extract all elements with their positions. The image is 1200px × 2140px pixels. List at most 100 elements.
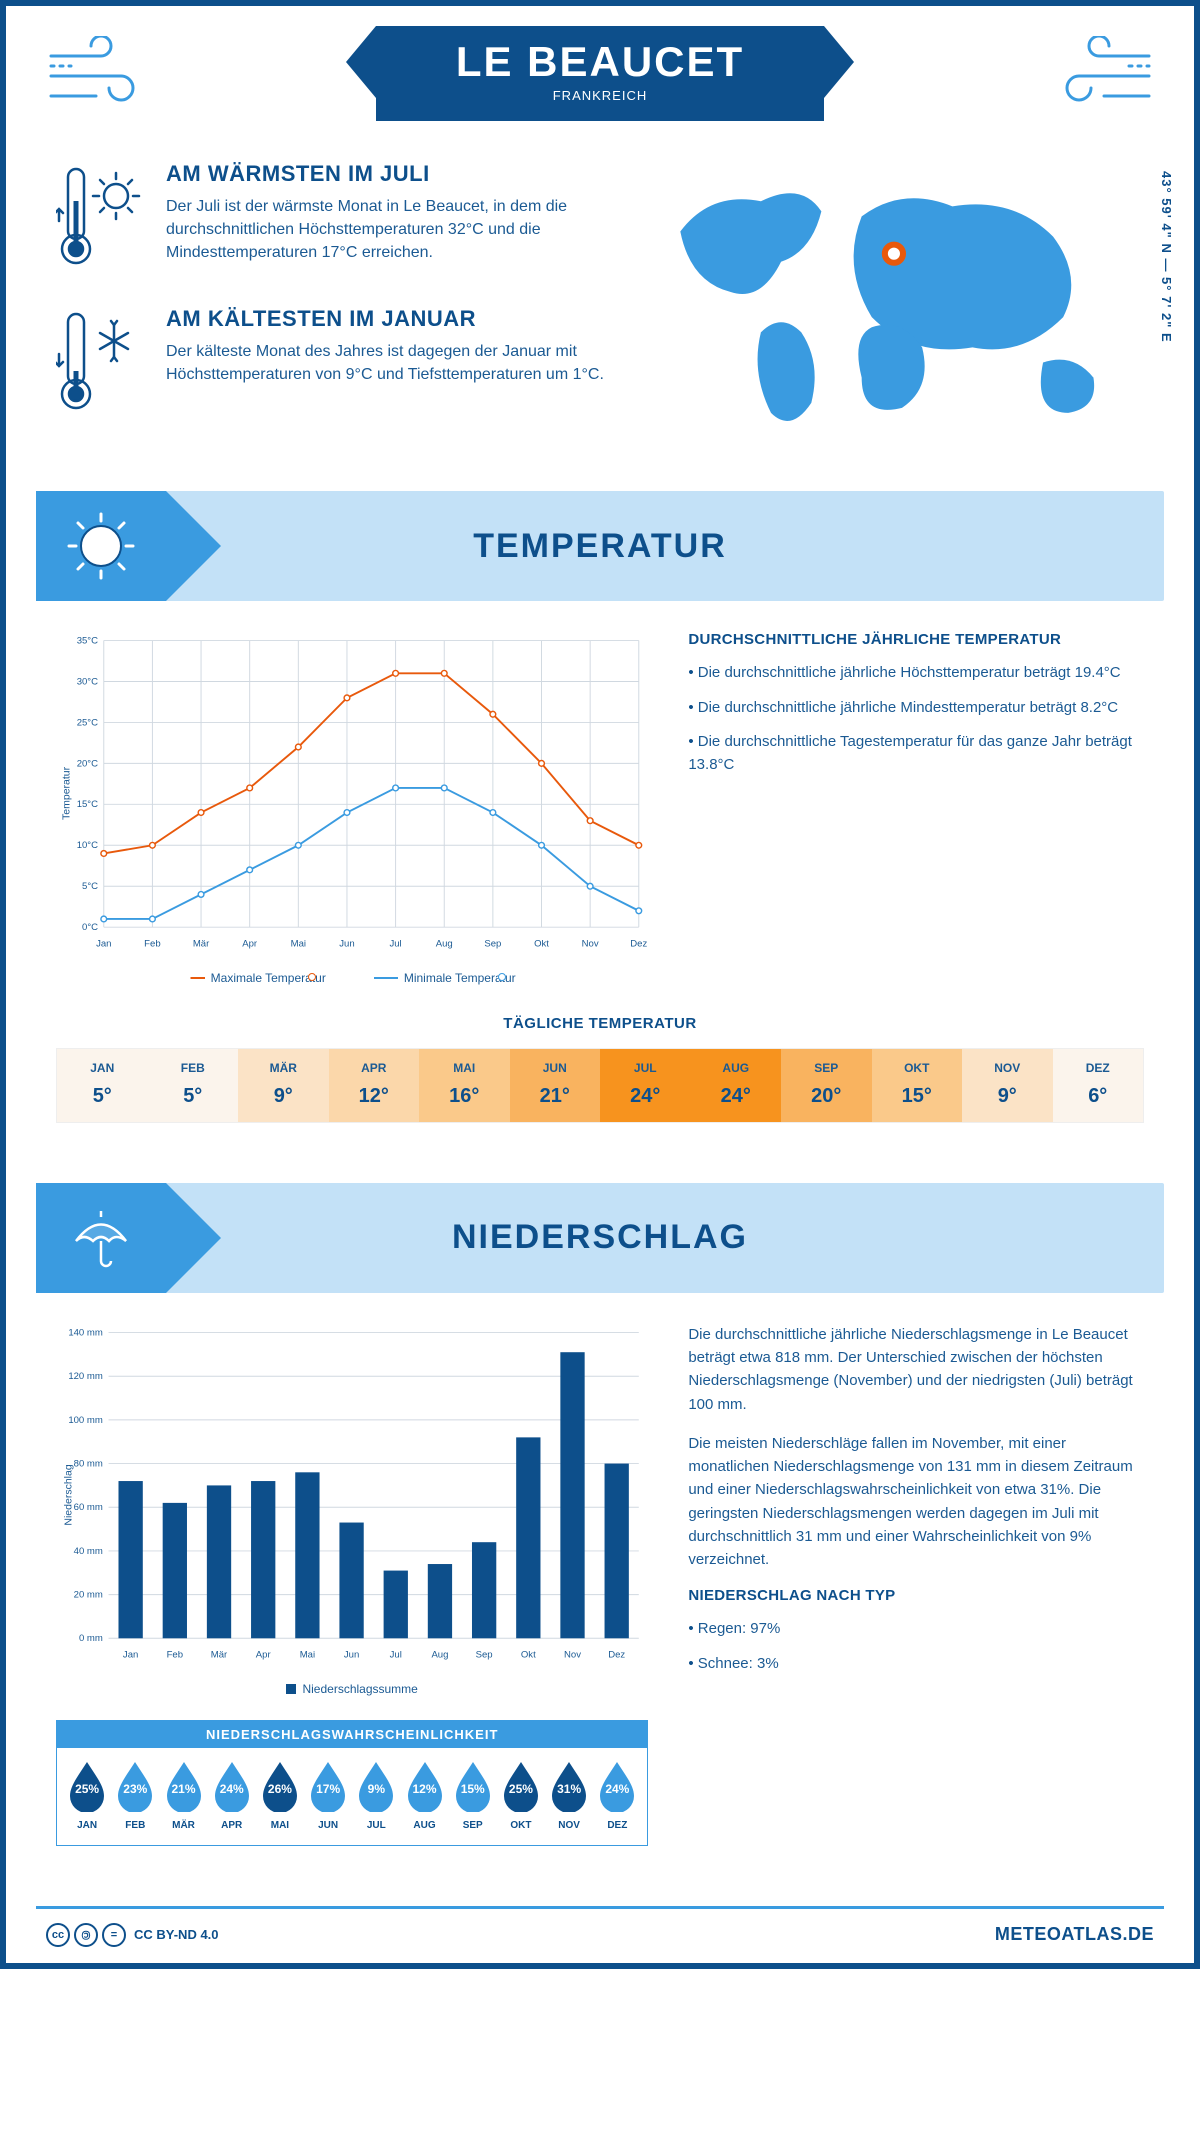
thermometer-snow-icon [56,306,146,421]
svg-text:40 mm: 40 mm [74,1546,103,1557]
prob-cell: 25%OKT [497,1760,545,1831]
svg-text:Jun: Jun [339,938,354,949]
temp-cell: MÄR9° [238,1049,329,1122]
temp-cell: JUN21° [510,1049,601,1122]
warm-fact: AM WÄRMSTEN IM JULI Der Juli ist der wär… [56,161,610,276]
prob-cell: 31%NOV [545,1760,593,1831]
prob-cell: 25%JAN [63,1760,111,1831]
probability-box: NIEDERSCHLAGSWAHRSCHEINLICHKEIT 25%JAN23… [56,1720,648,1846]
probability-heading: NIEDERSCHLAGSWAHRSCHEINLICHKEIT [57,1721,647,1748]
footer: cc🄯= CC BY-ND 4.0 METEOATLAS.DE [36,1906,1164,1963]
legend-min: Minimale Temperatur [374,971,524,985]
svg-text:Okt: Okt [521,1649,536,1660]
type-bullet: Schnee: 3% [688,1653,1144,1676]
title-band: LE BEAUCET FRANKREICH [376,26,824,121]
header: LE BEAUCET FRANKREICH [6,6,1194,121]
svg-text:20 mm: 20 mm [74,1589,103,1600]
precip-text-1: Die durchschnittliche jährliche Niedersc… [688,1323,1144,1416]
prob-cell: 15%SEP [449,1760,497,1831]
precip-bar-chart: 0 mm20 mm40 mm60 mm80 mm100 mm120 mm140 … [56,1323,648,1667]
svg-text:Jul: Jul [389,938,401,949]
temp-cell: SEP20° [781,1049,872,1122]
svg-text:Nov: Nov [582,938,599,949]
wind-icon [1044,36,1154,121]
svg-text:20°C: 20°C [77,758,98,769]
svg-text:Apr: Apr [242,938,258,949]
prob-cell: 23%FEB [111,1760,159,1831]
umbrella-icon [36,1183,166,1293]
svg-text:120 mm: 120 mm [68,1371,103,1382]
thermometer-sun-icon [56,161,146,276]
cold-text: Der kälteste Monat des Jahres ist dagege… [166,340,610,386]
temp-cell: APR12° [329,1049,420,1122]
svg-text:Apr: Apr [256,1649,272,1660]
svg-text:5°C: 5°C [82,881,98,892]
bar-chart-legend: Niederschlagssumme [56,1682,648,1696]
svg-text:140 mm: 140 mm [68,1327,103,1338]
page-subtitle: FRANKREICH [456,88,744,103]
svg-text:Jun: Jun [344,1649,359,1660]
warm-heading: AM WÄRMSTEN IM JULI [166,161,610,187]
temp-cell: FEB5° [148,1049,239,1122]
precip-type-bullets: Regen: 97%Schnee: 3% [688,1618,1144,1675]
site-name: METEOATLAS.DE [995,1924,1154,1945]
prob-cell: 26%MAI [256,1760,304,1831]
svg-text:10°C: 10°C [77,840,98,851]
svg-text:Mai: Mai [300,1649,315,1660]
precip-section-title: NIEDERSCHLAG [452,1218,748,1257]
prob-cell: 24%DEZ [593,1760,641,1831]
svg-text:Feb: Feb [167,1649,183,1660]
summary-section: AM WÄRMSTEN IM JULI Der Juli ist der wär… [6,121,1194,471]
svg-text:Dez: Dez [608,1649,625,1660]
daily-temp-table: JAN5°FEB5°MÄR9°APR12°MAI16°JUN21°JUL24°A… [56,1048,1144,1123]
prob-cell: 24%APR [208,1760,256,1831]
temp-bullets: Die durchschnittliche jährliche Höchstte… [688,662,1144,776]
svg-text:0 mm: 0 mm [79,1633,103,1644]
temp-bullet: Die durchschnittliche jährliche Höchstte… [688,662,1144,685]
temp-bullet: Die durchschnittliche jährliche Mindestt… [688,697,1144,720]
cc-icons: cc🄯= [46,1923,126,1947]
cold-fact: AM KÄLTESTEN IM JANUAR Der kälteste Mona… [56,306,610,421]
temp-cell: NOV9° [962,1049,1053,1122]
svg-text:30°C: 30°C [77,676,98,687]
svg-text:25°C: 25°C [77,717,98,728]
warm-text: Der Juli ist der wärmste Monat in Le Bea… [166,195,610,265]
prob-cell: 12%AUG [400,1760,448,1831]
svg-text:Niederschlag: Niederschlag [62,1464,74,1525]
svg-text:35°C: 35°C [77,635,98,646]
sun-icon [36,491,166,601]
svg-text:Aug: Aug [431,1649,448,1660]
svg-text:Jan: Jan [123,1649,138,1660]
cold-heading: AM KÄLTESTEN IM JANUAR [166,306,610,332]
svg-text:Okt: Okt [534,938,549,949]
temp-cell: OKT15° [872,1049,963,1122]
svg-text:Sep: Sep [484,938,501,949]
svg-text:Mär: Mär [211,1649,228,1660]
svg-text:Mär: Mär [193,938,210,949]
svg-text:60 mm: 60 mm [74,1502,103,1513]
svg-text:Nov: Nov [564,1649,581,1660]
precip-banner: NIEDERSCHLAG [36,1183,1164,1293]
prob-cell: 21%MÄR [159,1760,207,1831]
world-map [640,161,1144,448]
temp-cell: JUL24° [600,1049,691,1122]
temperature-line-chart: 0°C5°C10°C15°C20°C25°C30°C35°CJanFebMärA… [56,631,648,956]
wind-icon [46,36,156,121]
temp-cell: DEZ6° [1053,1049,1144,1122]
license: cc🄯= CC BY-ND 4.0 [46,1923,219,1947]
temp-cell: AUG24° [691,1049,782,1122]
temp-section-title: TEMPERATUR [473,527,727,566]
legend-bar: Niederschlagssumme [286,1682,417,1696]
infographic: LE BEAUCET FRANKREICH AM WÄRMSTEN IM JUL… [0,0,1200,1969]
temp-info-heading: DURCHSCHNITTLICHE JÄHRLICHE TEMPERATUR [688,631,1144,648]
svg-text:Dez: Dez [630,938,647,949]
svg-text:80 mm: 80 mm [74,1458,103,1469]
license-text: CC BY-ND 4.0 [134,1927,219,1942]
precip-text-2: Die meisten Niederschläge fallen im Nove… [688,1432,1144,1572]
temp-cell: MAI16° [419,1049,510,1122]
svg-text:Sep: Sep [476,1649,493,1660]
line-chart-legend: Maximale Temperatur Minimale Temperatur [56,971,648,985]
temp-bullet: Die durchschnittliche Tagestemperatur fü… [688,731,1144,776]
temp-banner: TEMPERATUR [36,491,1164,601]
coordinates: 43° 59' 4" N — 5° 7' 2" E [1159,171,1174,343]
